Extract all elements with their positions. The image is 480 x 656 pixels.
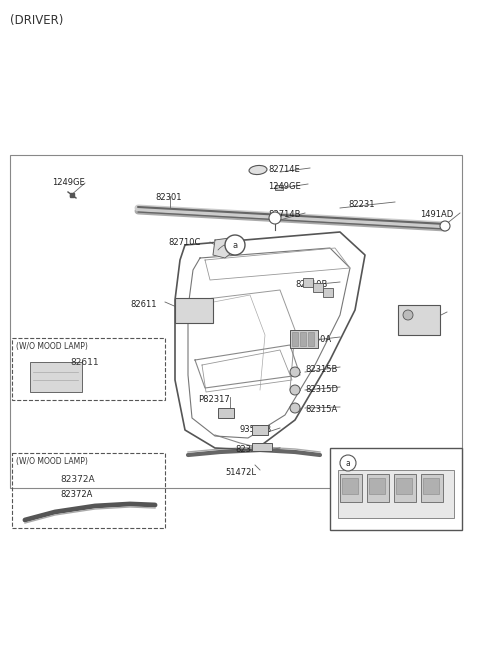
Bar <box>175 298 213 323</box>
Bar <box>303 278 313 287</box>
Bar <box>313 283 323 292</box>
Circle shape <box>440 221 450 231</box>
Circle shape <box>290 367 300 377</box>
Text: 82610B: 82610B <box>295 280 327 289</box>
Bar <box>398 305 440 335</box>
Text: 93570B: 93570B <box>360 463 392 472</box>
Bar <box>252 425 268 435</box>
Text: 1491AD: 1491AD <box>420 210 453 219</box>
Text: 93710B: 93710B <box>390 477 422 486</box>
Text: 82372A: 82372A <box>60 490 92 499</box>
Text: (DRIVER): (DRIVER) <box>10 14 63 27</box>
Text: 82315B: 82315B <box>305 365 337 374</box>
Bar <box>340 474 362 502</box>
Text: (W/O MOOD LAMP): (W/O MOOD LAMP) <box>16 342 88 351</box>
Text: 83714B: 83714B <box>268 210 300 219</box>
Bar <box>330 448 462 530</box>
Bar <box>252 443 272 451</box>
Text: 1249GE: 1249GE <box>52 178 85 187</box>
Text: 82714E: 82714E <box>268 165 300 174</box>
Text: 82231: 82231 <box>348 200 374 209</box>
Bar <box>10 155 462 488</box>
Bar <box>369 478 385 494</box>
Bar <box>275 185 283 190</box>
Bar <box>323 288 333 297</box>
Bar <box>423 478 439 494</box>
Text: 93250A: 93250A <box>300 335 332 344</box>
Bar <box>218 408 234 418</box>
Text: 82710C: 82710C <box>168 238 200 247</box>
Bar <box>421 474 443 502</box>
Circle shape <box>290 385 300 395</box>
Bar <box>12 338 165 400</box>
Bar <box>338 470 454 518</box>
Bar <box>308 332 314 346</box>
Bar <box>30 362 82 392</box>
Text: 82315A: 82315A <box>305 405 337 414</box>
Ellipse shape <box>249 165 267 174</box>
Text: 93555B: 93555B <box>240 425 272 434</box>
Text: 1249GE: 1249GE <box>268 182 301 191</box>
Bar <box>394 474 416 502</box>
Circle shape <box>290 403 300 413</box>
Text: (W/O MOOD LAMP): (W/O MOOD LAMP) <box>16 457 88 466</box>
Text: a: a <box>232 241 238 249</box>
Circle shape <box>225 235 245 255</box>
Text: 82315D: 82315D <box>305 385 338 394</box>
Bar <box>12 453 165 528</box>
Polygon shape <box>213 238 235 258</box>
Text: 82611: 82611 <box>70 358 98 367</box>
Bar <box>292 332 298 346</box>
Text: 82301: 82301 <box>155 193 181 202</box>
Bar <box>300 332 306 346</box>
Text: 51472L: 51472L <box>225 468 256 477</box>
Bar <box>290 330 318 348</box>
Text: 82356B: 82356B <box>235 445 267 454</box>
Text: a: a <box>346 459 350 468</box>
Circle shape <box>403 310 413 320</box>
Text: P82317: P82317 <box>198 395 230 404</box>
Text: 82611: 82611 <box>130 300 156 309</box>
Text: 82372A: 82372A <box>60 475 95 484</box>
Circle shape <box>269 212 281 224</box>
Bar <box>342 478 358 494</box>
Bar <box>396 478 412 494</box>
Bar <box>367 474 389 502</box>
Circle shape <box>340 455 356 471</box>
Text: 82393A: 82393A <box>400 310 432 319</box>
